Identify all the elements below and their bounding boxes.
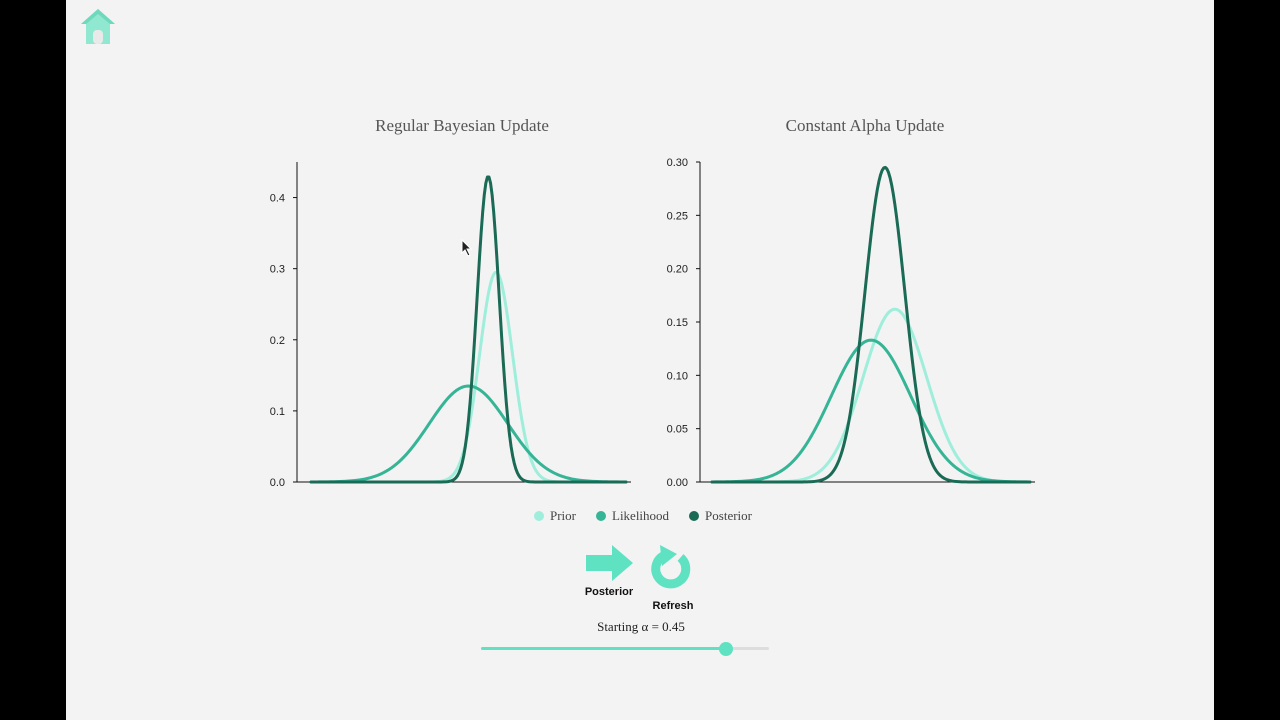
- y-tick-label: 0.05: [667, 424, 688, 436]
- y-tick-label: 0.3: [270, 264, 285, 276]
- legend-label-likelihood: Likelihood: [612, 508, 670, 523]
- legend-dot-prior: [534, 511, 544, 521]
- legend-dot-posterior: [689, 511, 700, 521]
- y-tick-label: 0.15: [667, 317, 688, 329]
- refresh-icon: [651, 545, 691, 589]
- y-tick-label: 0.00: [667, 477, 688, 489]
- posterior-curve: [309, 175, 628, 484]
- likelihood-curve: [710, 338, 1032, 484]
- chart-title-regular: Regular Bayesian Update: [375, 116, 549, 135]
- chart-title-constant-alpha: Constant Alpha Update: [785, 116, 945, 135]
- likelihood-curve: [309, 384, 628, 484]
- legend-item-likelihood: Likelihood: [596, 508, 669, 524]
- refresh-button[interactable]: Refresh: [648, 544, 698, 612]
- slider-fill: [481, 647, 726, 650]
- mouse-cursor-icon: [461, 239, 473, 257]
- prior-curve: [710, 307, 1032, 484]
- home-icon[interactable]: [78, 6, 118, 46]
- y-tick-label: 0.10: [667, 370, 688, 382]
- posterior-button[interactable]: Posterior: [582, 544, 636, 598]
- arrow-right-icon: [586, 545, 633, 581]
- legend-item-prior: Prior: [534, 508, 576, 524]
- constant-alpha-chart: 0.00 0.05 0.10 0.15 0.20 0.25 0.30: [667, 157, 1035, 489]
- slider-thumb[interactable]: [718, 642, 733, 656]
- y-tick-label: 0.30: [667, 157, 688, 169]
- legend-dot-likelihood: [596, 511, 606, 521]
- y-tick-label: 0.25: [667, 210, 688, 222]
- legend-label-posterior: Posterior: [705, 508, 752, 523]
- y-tick-label: 0.0: [270, 477, 285, 489]
- slider-label: Starting α = 0.45: [597, 619, 685, 634]
- main-page: Regular Bayesian Update Constant Alpha U…: [66, 0, 1214, 720]
- alpha-slider[interactable]: [481, 641, 769, 657]
- posterior-curve: [710, 165, 1032, 484]
- y-tick-label: 0.20: [667, 264, 688, 276]
- posterior-button-label: Posterior: [584, 586, 634, 598]
- y-tick-label: 0.1: [270, 406, 285, 418]
- y-tick-label: 0.2: [270, 335, 285, 347]
- prior-curve: [309, 270, 628, 484]
- refresh-button-label: Refresh: [652, 600, 694, 612]
- chart-legend: Prior Likelihood Posterior: [66, 508, 1214, 524]
- regular-bayesian-chart: 0.0 0.1 0.2 0.3 0.4: [270, 162, 631, 489]
- y-tick-label: 0.4: [270, 193, 285, 205]
- legend-label-prior: Prior: [550, 508, 576, 523]
- legend-item-posterior: Posterior: [689, 508, 752, 524]
